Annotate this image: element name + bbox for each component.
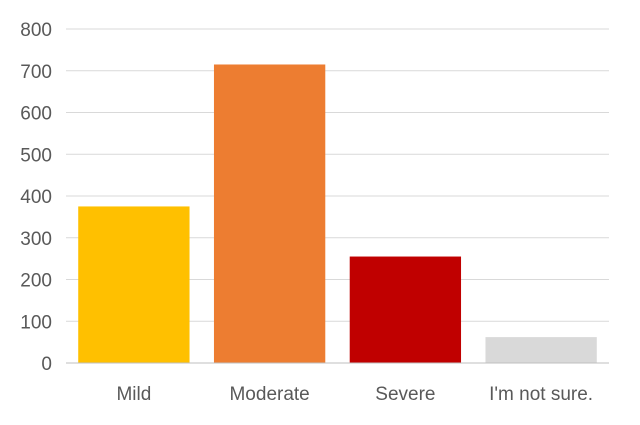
x-axis-labels: Mild Moderate Severe I'm not sure. <box>116 384 593 405</box>
y-tick-label: 800 <box>20 20 52 41</box>
y-tick-label: 400 <box>20 187 52 208</box>
y-tick-label: 300 <box>20 229 52 250</box>
bar-moderate <box>213 64 326 364</box>
x-tick-label: Severe <box>375 384 435 405</box>
bar-i-m-not-sure <box>485 337 597 363</box>
bar-severe <box>349 256 462 363</box>
y-tick-label: 0 <box>41 354 52 375</box>
y-tick-label: 100 <box>20 312 52 333</box>
bar-mild <box>78 206 190 363</box>
bars <box>78 64 597 364</box>
y-tick-label: 200 <box>20 271 52 292</box>
y-tick-label: 700 <box>20 62 52 83</box>
y-tick-label: 600 <box>20 104 52 125</box>
x-tick-label: I'm not sure. <box>489 384 593 405</box>
y-axis-ticks: 0 100 200 300 400 500 600 700 800 <box>20 20 52 375</box>
x-tick-label: Moderate <box>229 384 309 405</box>
y-tick-label: 500 <box>20 145 52 166</box>
x-tick-label: Mild <box>116 384 151 405</box>
